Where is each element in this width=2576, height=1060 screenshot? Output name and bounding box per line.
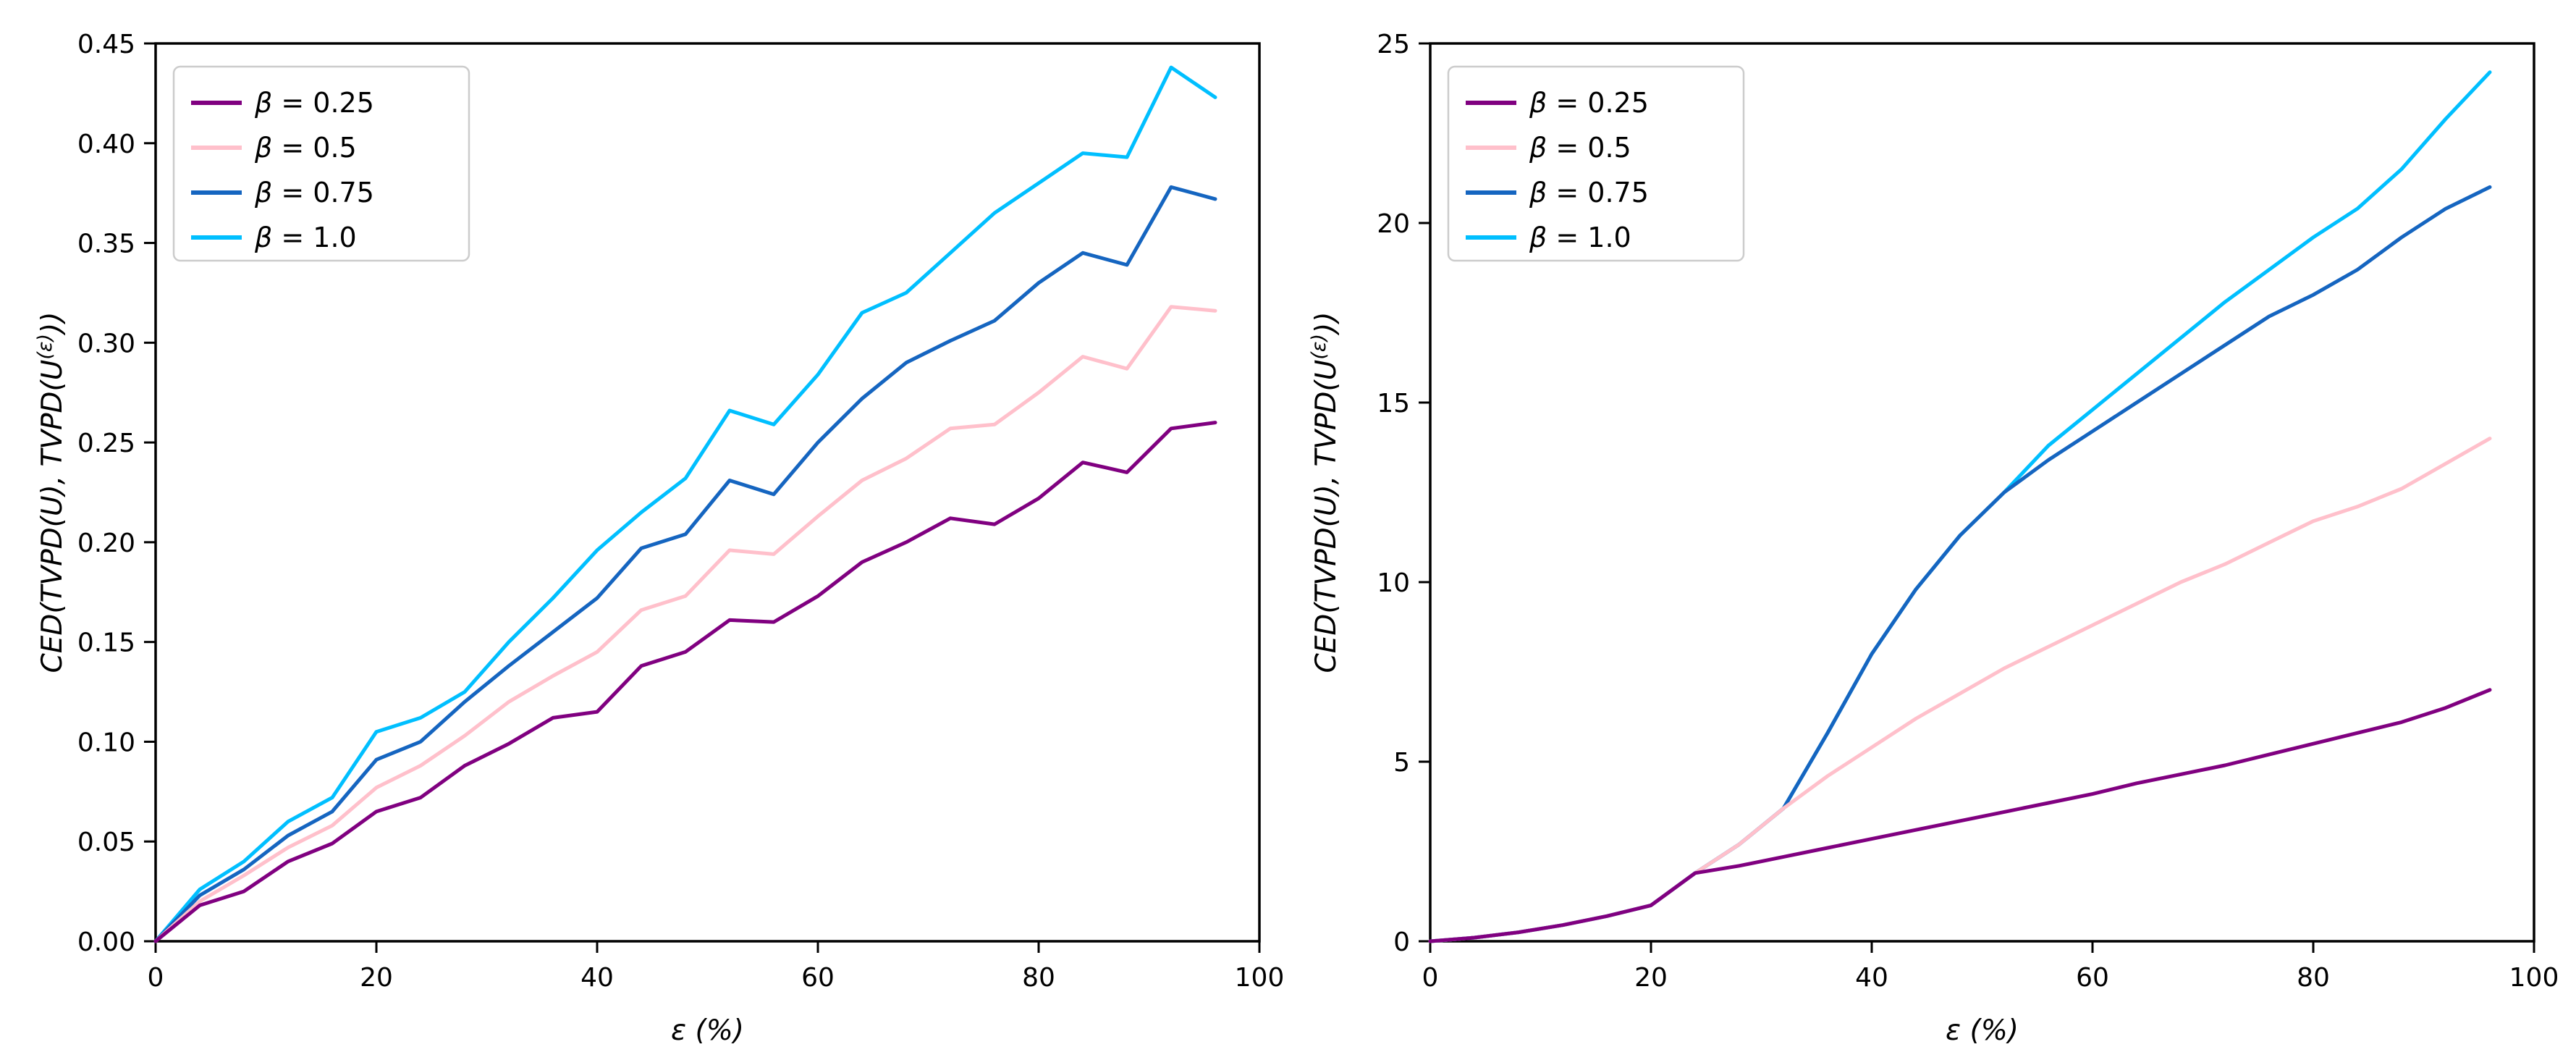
legend-item: β = 0.75 (1466, 177, 1649, 209)
series-line-beta-1.0 (153, 65, 1217, 943)
y-tick-label: 20 (1377, 209, 1410, 239)
legend: β = 0.25 β = 0.5 β = 0.75 β = 1.0 (172, 65, 470, 262)
x-tick-label: 100 (2509, 963, 2559, 993)
x-tick-label: 0 (1422, 963, 1439, 993)
x-tick-label: 20 (1634, 963, 1668, 993)
legend-item: β = 1.0 (1466, 222, 1631, 253)
y-tick-label: 0.35 (77, 230, 135, 259)
x-tick-label: 60 (801, 963, 835, 993)
y-axis-label: CED(TVPD(U), TVPD(U(ε))) (34, 312, 69, 673)
x-tick-label: 0 (148, 963, 164, 993)
y-tick-label: 0.05 (77, 828, 135, 857)
legend-item: β = 0.5 (1466, 132, 1631, 164)
y-tick-label: 0.15 (77, 628, 135, 658)
y-tick-label: 0.40 (77, 130, 135, 159)
legend-label: β = 0.75 (1529, 177, 1649, 209)
y-tick-label: 0 (1393, 928, 1410, 957)
legend-label: β = 0.25 (1529, 87, 1649, 119)
legend-box (172, 65, 470, 262)
legend-item: β = 1.0 (191, 222, 357, 253)
x-tick-label: 100 (1235, 963, 1285, 993)
y-tick-label: 0.45 (77, 30, 135, 59)
legend-label: β = 0.25 (254, 87, 374, 119)
x-tick-label: 20 (360, 963, 393, 993)
left-chart: 0 20 40 60 80 100 0.00 0.05 0.10 0.15 0.20 0.25 0.30… (34, 30, 1284, 1047)
y-tick-label: 0.00 (77, 928, 135, 957)
series-line-beta-0.75 (153, 185, 1217, 943)
x-tick-label: 80 (1022, 963, 1055, 993)
legend-label: β = 1.0 (1529, 222, 1631, 253)
series-line-beta-0.5 (1428, 437, 2492, 943)
x-tick-label: 40 (580, 963, 614, 993)
y-tick-label: 5 (1393, 748, 1410, 778)
y-tick-label: 0.25 (77, 429, 135, 458)
x-tick-label: 60 (2076, 963, 2109, 993)
right-chart: 0 20 40 60 80 100 0 5 10 15 20 25 ε (%) CED(TVPD(U), … (1308, 30, 2559, 1047)
x-axis-label: ε (%) (671, 1014, 744, 1047)
legend-item: β = 0.25 (1466, 87, 1649, 119)
series-line-beta-0.25 (153, 421, 1217, 943)
y-axis-label: CED(TVPD(U), TVPD(U(ε))) (1308, 312, 1343, 673)
legend-box (1447, 65, 1745, 262)
series-line-beta-0.75 (1428, 185, 2492, 943)
legend-item: β = 0.75 (191, 177, 374, 209)
x-tick-label: 80 (2297, 963, 2330, 993)
y-tick-label: 0.10 (77, 728, 135, 757)
legend-label: β = 0.75 (254, 177, 374, 209)
plot-border (154, 42, 1261, 943)
legend-label: β = 0.5 (254, 132, 357, 164)
series-line-beta-0.25 (1428, 688, 2492, 943)
x-axis-label: ε (%) (1946, 1014, 2019, 1047)
y-tick-label: 25 (1377, 30, 1410, 59)
legend: β = 0.25 β = 0.5 β = 0.75 β = 1.0 (1447, 65, 1745, 262)
legend-item: β = 0.5 (191, 132, 357, 164)
y-tick-label: 15 (1377, 389, 1410, 418)
series-line-beta-0.5 (153, 305, 1217, 943)
legend-label: β = 0.5 (1529, 132, 1631, 164)
legend-item: β = 0.25 (191, 87, 374, 119)
legend-label: β = 1.0 (254, 222, 357, 253)
y-tick-label: 0.30 (77, 329, 135, 358)
x-tick-label: 40 (1855, 963, 1888, 993)
y-tick-label: 0.20 (77, 529, 135, 558)
y-tick-label: 10 (1377, 568, 1410, 598)
plot-border (1429, 42, 2535, 943)
